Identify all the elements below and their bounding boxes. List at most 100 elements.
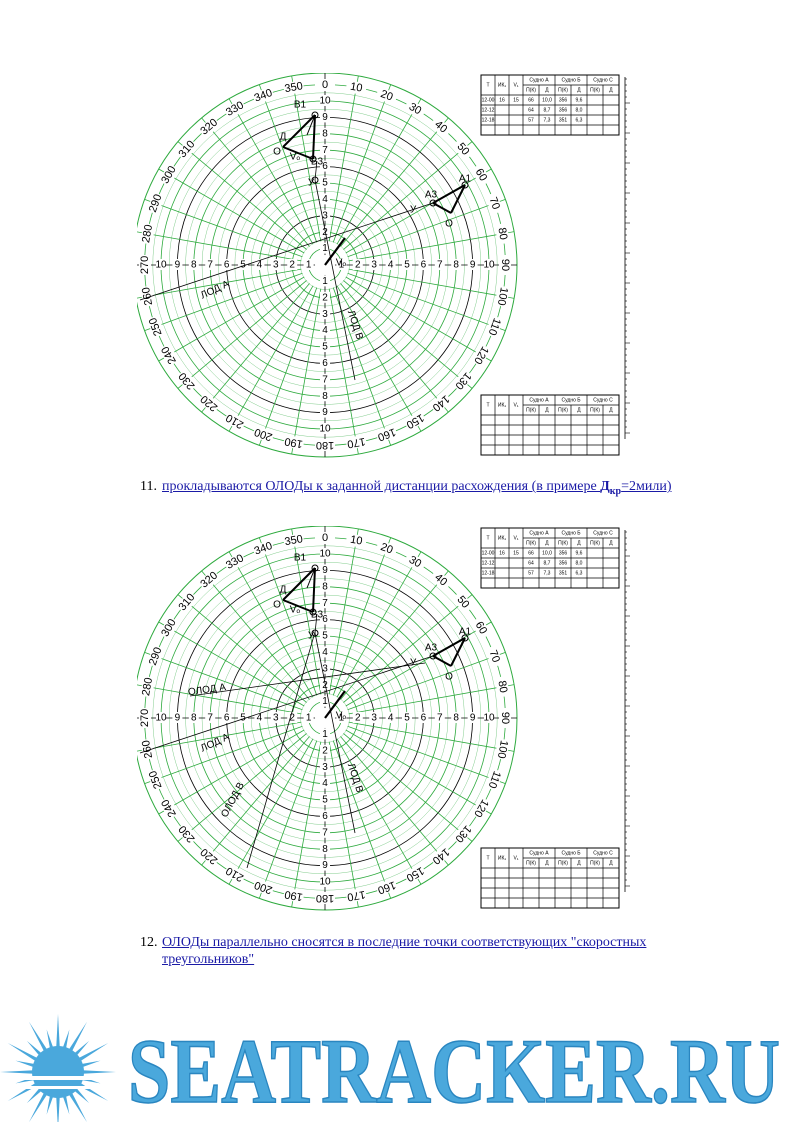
bearing-line — [343, 594, 473, 703]
table-cell: 12-12 — [482, 107, 495, 113]
label-bg — [320, 761, 330, 773]
label-bg — [320, 357, 330, 369]
table-cell: 12-12 — [482, 560, 495, 566]
bearing-line — [291, 288, 322, 455]
distance-label: 10 — [319, 877, 331, 888]
label-bg — [320, 548, 330, 559]
table-cell: 15 — [513, 97, 519, 103]
bearing-line — [332, 84, 392, 243]
label-bg — [470, 796, 492, 820]
label-bg — [352, 712, 363, 723]
label-bg — [254, 712, 265, 723]
bearing-label: 270 — [139, 256, 151, 274]
table-cell: 7,3 — [544, 570, 551, 576]
distance-label: 9 — [470, 713, 476, 724]
table-cell: ИК₁ — [498, 402, 507, 408]
bearing-line — [348, 231, 515, 262]
distance-label: 1 — [322, 696, 328, 707]
annotation: О — [273, 600, 281, 611]
label-bg — [251, 539, 275, 558]
distance-label: 10 — [319, 424, 331, 435]
distance-label: 9 — [322, 565, 328, 576]
label-bg — [494, 222, 510, 245]
table-cell: 16 — [499, 550, 505, 556]
table-cell: V₁ — [513, 402, 518, 408]
item-link[interactable]: ОЛОДы параллельно сносятся в последние т… — [162, 934, 700, 968]
label-bg — [223, 410, 247, 432]
label-bg — [197, 569, 221, 592]
plot-line — [324, 690, 346, 719]
bearing-line — [328, 741, 359, 908]
bearing-line — [158, 168, 305, 254]
label-bg — [282, 80, 305, 96]
distance-label: 8 — [322, 844, 328, 855]
label-bg — [320, 744, 330, 756]
label-bg — [320, 728, 330, 740]
label-bg — [320, 324, 330, 336]
bearing-line — [228, 285, 314, 432]
label-bg — [238, 712, 248, 723]
table-cell: T — [486, 402, 489, 408]
label-bg — [287, 712, 298, 723]
bearing-line — [144, 272, 303, 332]
label-bg — [320, 876, 330, 887]
label-bg — [146, 644, 165, 668]
label-bg — [320, 826, 330, 838]
bearing-line — [336, 98, 422, 245]
bearing-label: 0 — [322, 532, 328, 544]
plot-line — [139, 655, 434, 754]
bearing-line — [328, 75, 359, 242]
distance-label: 3 — [322, 309, 328, 320]
distance-label: 4 — [388, 260, 394, 271]
plot-point — [311, 176, 319, 184]
table-cell: Судно С — [593, 530, 613, 536]
annotation: В3 — [311, 157, 324, 168]
table-cell: П(К) — [590, 87, 600, 93]
label-bg — [205, 259, 216, 270]
label-bg — [156, 259, 166, 270]
label-bg — [320, 662, 330, 674]
label-bg — [369, 259, 380, 270]
label-bg — [251, 425, 275, 444]
table-cell: Судно А — [529, 397, 549, 403]
distance-label: 3 — [322, 762, 328, 773]
label-bg — [315, 439, 335, 451]
plot-line — [432, 637, 466, 657]
plot-point — [429, 652, 437, 660]
table-cell: Д — [545, 540, 549, 546]
annotation: Vₒ — [290, 605, 301, 616]
label-bg — [320, 843, 330, 855]
bearing-label: 180 — [316, 892, 334, 904]
bearing-label: 10 — [349, 81, 363, 95]
table-cell: 356 — [559, 97, 568, 103]
annotation: В3 — [311, 610, 324, 621]
table-cell: 356 — [559, 107, 568, 113]
table-cell: Судно А — [529, 77, 549, 83]
bearing-line — [328, 528, 359, 695]
bearing-label: 20 — [379, 88, 395, 103]
distance-label: 7 — [322, 145, 328, 156]
bearing-label: 280 — [140, 224, 155, 244]
bearing-label: 90 — [499, 259, 511, 271]
bearing-line — [228, 738, 314, 885]
sun-ray — [61, 1092, 70, 1115]
annotation: А3 — [425, 190, 438, 201]
distance-label: 6 — [421, 713, 427, 724]
table-cell: T — [486, 535, 489, 541]
distance-label: 5 — [322, 795, 328, 806]
label-bg — [320, 193, 330, 205]
label-bg — [429, 844, 453, 867]
distance-label: 4 — [322, 778, 328, 789]
bearing-label: 260 — [140, 286, 155, 306]
plot-line — [432, 184, 466, 204]
distance-label: 6 — [322, 614, 328, 625]
bearing-line — [336, 738, 422, 885]
table-cell: 6,3 — [576, 117, 583, 123]
table-cell: 64 — [528, 107, 534, 113]
label-bg — [434, 712, 445, 723]
label-bg — [176, 822, 199, 846]
table-cell: 356 — [559, 550, 568, 556]
item-link[interactable]: прокладываются ОЛОДы к заданной дистанци… — [162, 478, 672, 500]
bearing-line — [144, 725, 303, 785]
bearing-label: 200 — [253, 425, 274, 443]
